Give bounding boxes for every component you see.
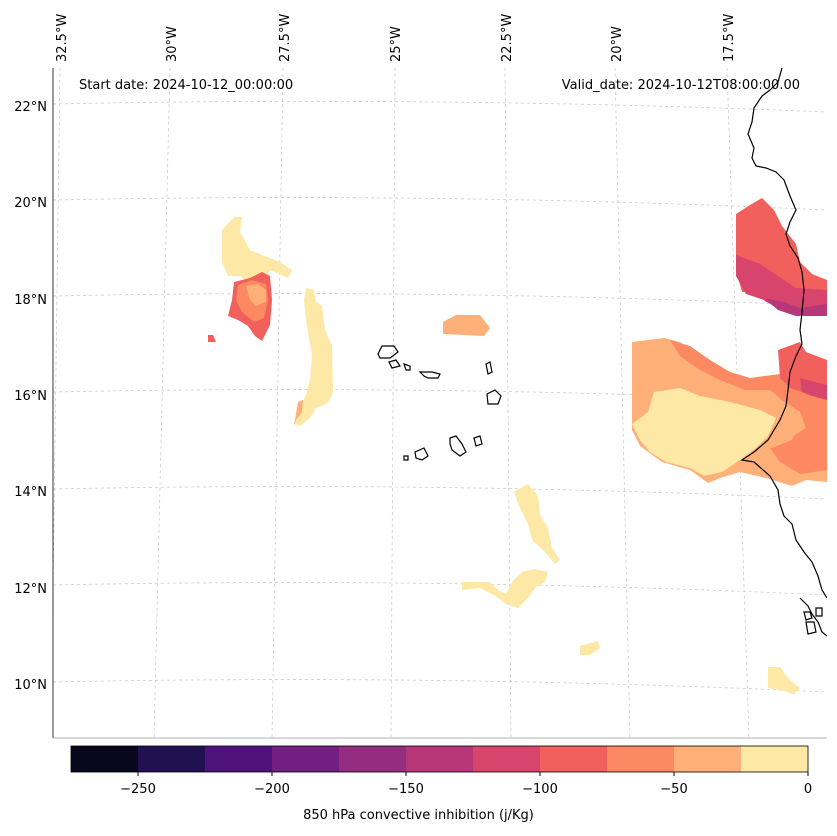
lon-label: 22.5°W (500, 14, 515, 62)
colorbar-swatch (607, 746, 675, 772)
africa-coastline (740, 68, 827, 599)
cin-region (580, 641, 600, 655)
cbar-tick-label: −250 (120, 782, 156, 797)
cbar-tick-label: −100 (522, 782, 558, 797)
valid-date-label: Valid_date: 2024-10-12T08:00:00.00 (561, 78, 800, 93)
colorbar-label: 850 hPa convective inhibition (j/Kg) (303, 808, 534, 823)
cin-region (514, 484, 560, 564)
cin-region (246, 284, 266, 306)
lat-label: 12°N (14, 582, 47, 597)
cin-region (632, 388, 776, 476)
colorbar (70, 745, 809, 773)
meridian (390, 68, 396, 738)
lat-label: 10°N (14, 678, 47, 693)
colorbar-swatch (674, 746, 742, 772)
island-boa-vista (486, 389, 502, 405)
colorbar-swatch (540, 746, 608, 772)
island-santo-antao (377, 345, 399, 359)
lon-label: 30°W (165, 26, 180, 62)
colorbar-swatch (138, 746, 206, 772)
cin-region (736, 255, 827, 316)
meridian (614, 68, 631, 738)
meridian (271, 68, 284, 738)
colorbar-swatch (406, 746, 474, 772)
colorbar-swatch (272, 746, 340, 772)
colorbar-swatch (473, 746, 541, 772)
start-date-label: Start date: 2024-10-12_00:00:00 (79, 78, 294, 93)
cin-region (208, 335, 216, 342)
parallel (53, 486, 827, 500)
cbar-tick-label: −200 (254, 782, 290, 797)
island-brava (403, 455, 409, 461)
colorbar-ticks: −250 −200 −150 −100 −50 0 (120, 772, 812, 797)
parallel (53, 679, 827, 693)
cbar-tick-label: −150 (388, 782, 424, 797)
cin-region (294, 288, 333, 426)
cin-contours (208, 198, 827, 694)
meridian (726, 68, 750, 738)
cin-region (764, 298, 827, 316)
cin-region (462, 569, 548, 608)
lon-label: 27.5°W (278, 14, 293, 62)
island-maio (473, 435, 483, 447)
parallel (53, 582, 827, 596)
colorbar-swatch (741, 746, 809, 772)
colorbar-outline (70, 745, 809, 773)
island-sao-nicolau (418, 371, 441, 379)
island-santiago (449, 435, 467, 457)
cbar-tick-label: −50 (660, 782, 687, 797)
cbar-tick-label: 0 (804, 782, 812, 797)
parallel (53, 389, 827, 403)
latitude-labels: 22°N 20°N 18°N 16°N 14°N 12°N 10°N (14, 100, 47, 693)
lat-label: 14°N (14, 485, 47, 500)
lon-label: 17.5°W (722, 14, 737, 62)
lat-label: 20°N (14, 196, 47, 211)
cin-region (800, 378, 827, 400)
longitude-labels: 32.5°W 30°W 27.5°W 25°W 22.5°W 20°W 17.5… (55, 14, 737, 62)
cin-region (443, 315, 490, 336)
island-santa-luzia (403, 363, 411, 371)
coast-islands (803, 607, 823, 635)
meridian (504, 68, 512, 738)
lon-label: 20°W (610, 26, 625, 62)
cin-region (294, 400, 303, 426)
lat-label: 16°N (14, 389, 47, 404)
parallel (53, 293, 827, 307)
island-sao-vicente (388, 359, 401, 369)
island-fogo (414, 447, 429, 461)
colorbar-swatch (339, 746, 407, 772)
lat-label: 22°N (14, 100, 47, 115)
coastlines (377, 68, 827, 637)
colorbar-swatch (205, 746, 273, 772)
lat-label: 18°N (14, 293, 47, 308)
lon-label: 25°W (389, 26, 404, 62)
parallel (53, 197, 827, 211)
lon-label: 32.5°W (55, 14, 70, 62)
island-sal (485, 361, 493, 375)
parallel (53, 100, 827, 113)
cin-region (768, 667, 800, 694)
guinea-coast (799, 597, 827, 637)
colorbar-swatch (71, 746, 139, 772)
meridian (153, 68, 171, 738)
cin-region (222, 217, 292, 282)
map-border (52, 68, 827, 739)
graticule (53, 68, 827, 738)
